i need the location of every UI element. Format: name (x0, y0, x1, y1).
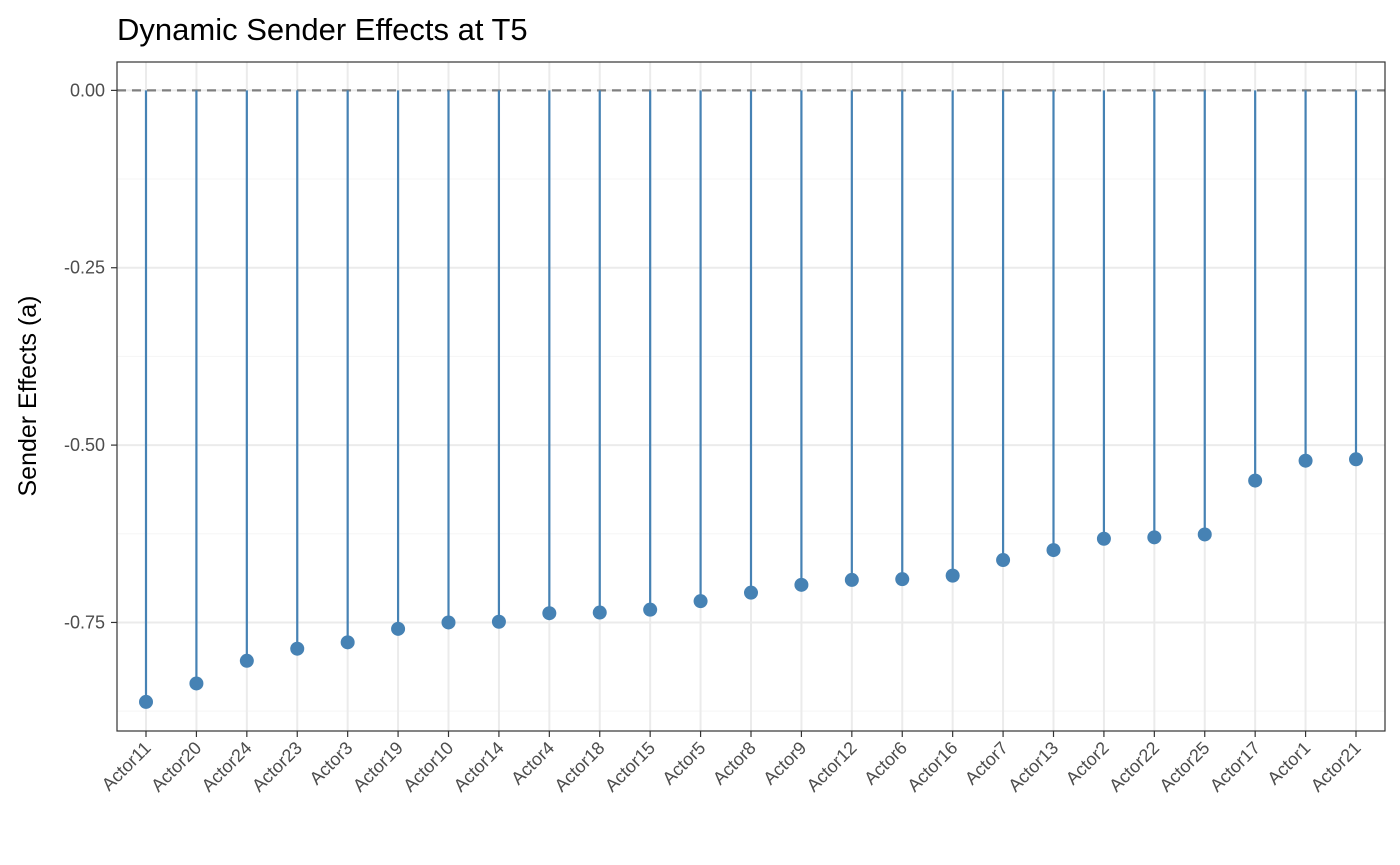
y-tick-label: -0.50 (64, 435, 105, 455)
panel-border (116, 61, 1386, 732)
data-point (744, 585, 758, 600)
x-tick-label: Actor17 (1206, 738, 1264, 796)
x-tick-label: Actor22 (1105, 738, 1163, 796)
data-point (1147, 530, 1162, 545)
x-tick-label: Actor14 (450, 738, 508, 796)
data-point (1197, 527, 1212, 542)
data-point (1298, 453, 1313, 468)
x-tick-label: Actor10 (399, 738, 457, 796)
x-tick-label: Actor12 (803, 738, 861, 796)
data-point (139, 694, 153, 709)
data-point (542, 606, 557, 621)
data-point (895, 572, 910, 587)
data-point (945, 568, 960, 583)
x-tick-label: Actor5 (658, 738, 709, 789)
data-point (491, 614, 506, 629)
y-axis: 0.00 -0.25 -0.50 -0.75 (64, 80, 117, 632)
data-point (592, 605, 607, 620)
data-point (1096, 531, 1111, 546)
data-point (693, 594, 708, 609)
data-point (239, 653, 254, 668)
data-point (1248, 473, 1263, 488)
y-axis-label: Sender Effects (a) (14, 295, 42, 496)
lollipop-stems (144, 90, 1358, 702)
data-point (391, 621, 406, 636)
x-tick-label: Actor25 (1156, 738, 1214, 796)
lollipop-points (139, 452, 1363, 709)
x-tick-label: Actor18 (551, 738, 609, 796)
x-tick-label: Actor11 (98, 738, 155, 795)
x-tick-label: Actor23 (248, 738, 306, 796)
data-point (996, 553, 1011, 568)
x-tick-label: Actor8 (709, 738, 760, 789)
x-tick-label: Actor15 (601, 738, 659, 796)
x-tick-label: Actor13 (1004, 738, 1062, 796)
x-tick-label: Actor21 (1307, 738, 1365, 796)
data-point (340, 635, 355, 650)
y-tick-label: -0.75 (64, 612, 105, 632)
data-point (1349, 452, 1363, 467)
y-tick-label: 0.00 (70, 80, 105, 100)
data-point (189, 676, 204, 691)
data-point (643, 602, 658, 617)
x-tick-label: Actor24 (198, 738, 256, 796)
data-point (794, 577, 809, 592)
y-tick-label: -0.25 (64, 258, 105, 278)
data-point (1046, 543, 1061, 558)
data-point (290, 641, 305, 656)
x-tick-label: Actor20 (147, 738, 205, 796)
data-point (844, 572, 859, 587)
x-tick-label: Actor16 (903, 738, 961, 796)
data-point (441, 615, 456, 630)
chart-title: Dynamic Sender Effects at T5 (117, 12, 528, 47)
x-tick-label: Actor19 (349, 738, 407, 796)
